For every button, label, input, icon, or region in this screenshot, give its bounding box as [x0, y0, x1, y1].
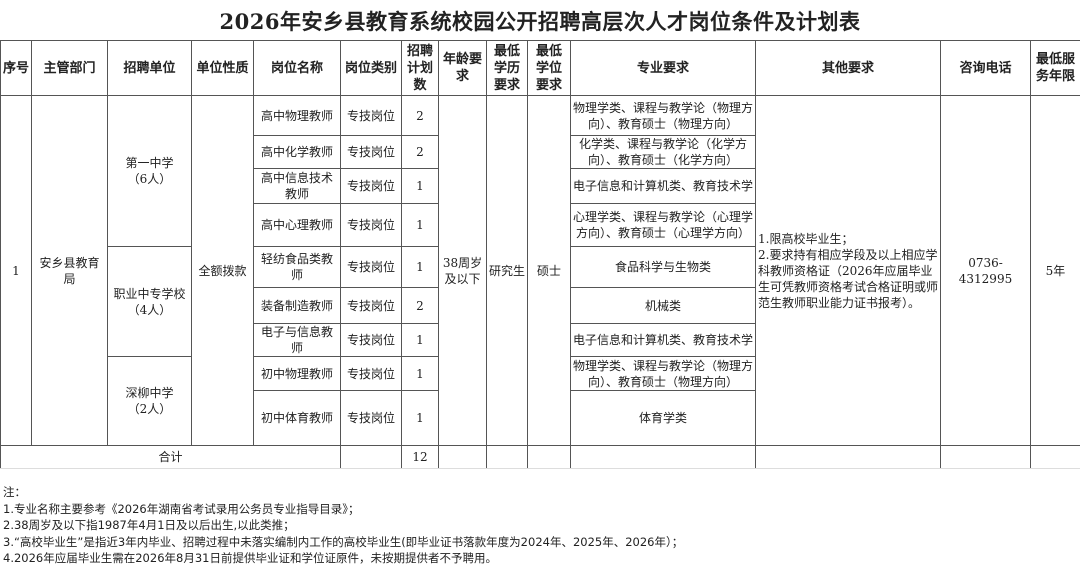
post-type-cell: 专技岗位 — [341, 288, 402, 324]
total-count: 12 — [402, 446, 439, 469]
major-cell: 化学类、课程与教学论（化学方向）、教育硕士（化学方向） — [571, 136, 756, 169]
age-cell: 38周岁及以下 — [439, 96, 487, 446]
column-header: 其他要求 — [756, 41, 941, 96]
unit-cell: 深柳中学 （2人） — [108, 357, 192, 446]
service-years-cell: 5年 — [1031, 96, 1080, 446]
column-header: 年龄要求 — [439, 41, 487, 96]
column-header: 咨询电话 — [941, 41, 1031, 96]
column-header: 主管部门 — [32, 41, 108, 96]
major-cell: 物理学类、课程与教学论（物理方向）、教育硕士（物理方向） — [571, 96, 756, 136]
column-header: 最低服务年限 — [1031, 41, 1080, 96]
cell — [439, 446, 487, 469]
major-cell: 电子信息和计算机类、教育技术学 — [571, 324, 756, 357]
post-type-cell: 专技岗位 — [341, 136, 402, 169]
post-name-cell: 高中信息技术教师 — [254, 169, 341, 204]
post-name-cell: 电子与信息教师 — [254, 324, 341, 357]
count-cell: 2 — [402, 136, 439, 169]
cell — [941, 446, 1031, 469]
count-cell: 1 — [402, 324, 439, 357]
recruitment-table: 序号主管部门招聘单位单位性质岗位名称岗位类别招聘计划数年龄要求最低学历要求最低学… — [0, 40, 1080, 469]
post-name-cell: 高中物理教师 — [254, 96, 341, 136]
major-cell: 电子信息和计算机类、教育技术学 — [571, 169, 756, 204]
post-name-cell: 装备制造教师 — [254, 288, 341, 324]
unit-cell: 职业中专学校 （4人） — [108, 247, 192, 357]
other-requirements-cell: 1.限高校毕业生； 2.要求持有相应学段及以上相应学科教师资格证（2026年应届… — [756, 96, 941, 446]
post-type-cell: 专技岗位 — [341, 247, 402, 288]
cell — [756, 446, 941, 469]
header-row: 序号主管部门招聘单位单位性质岗位名称岗位类别招聘计划数年龄要求最低学历要求最低学… — [1, 41, 1080, 96]
education-cell: 研究生 — [487, 96, 528, 446]
note-line: 2.38周岁及以下指1987年4月1日及以后出生,以此类推； — [3, 517, 683, 534]
count-cell: 1 — [402, 391, 439, 446]
cell — [571, 446, 756, 469]
cell — [487, 446, 528, 469]
count-cell: 2 — [402, 96, 439, 136]
column-header: 单位性质 — [192, 41, 254, 96]
note-line: 注： — [3, 484, 683, 501]
unit-cell: 第一中学 （6人） — [108, 96, 192, 247]
dept-cell: 安乡县教育局 — [32, 96, 108, 446]
post-name-cell: 高中化学教师 — [254, 136, 341, 169]
note-line: 4.2026年应届毕业生需在2026年8月31日前提供毕业证和学位证原件，未按期… — [3, 550, 683, 567]
post-type-cell: 专技岗位 — [341, 324, 402, 357]
cell — [528, 446, 571, 469]
post-name-cell: 高中心理教师 — [254, 204, 341, 247]
page-title: 2026年安乡县教育系统校园公开招聘高层次人才岗位条件及计划表 — [0, 6, 1080, 36]
phone-cell: 0736-4312995 — [941, 96, 1031, 446]
total-label: 合计 — [1, 446, 341, 469]
post-type-cell: 专技岗位 — [341, 204, 402, 247]
post-type-cell: 专技岗位 — [341, 169, 402, 204]
seq-cell: 1 — [1, 96, 32, 446]
degree-cell: 硕士 — [528, 96, 571, 446]
count-cell: 1 — [402, 247, 439, 288]
count-cell: 2 — [402, 288, 439, 324]
column-header: 序号 — [1, 41, 32, 96]
column-header: 专业要求 — [571, 41, 756, 96]
major-cell: 物理学类、课程与教学论（物理方向）、教育硕士（物理方向） — [571, 357, 756, 391]
note-line: 3.“高校毕业生”是指近3年内毕业、招聘过程中未落实编制内工作的高校毕业生(即毕… — [3, 534, 683, 551]
count-cell: 1 — [402, 357, 439, 391]
cell — [1031, 446, 1080, 469]
total-row: 合计 12 — [1, 446, 1080, 469]
column-header: 最低学历要求 — [487, 41, 528, 96]
major-cell: 机械类 — [571, 288, 756, 324]
post-type-cell: 专技岗位 — [341, 357, 402, 391]
post-type-cell: 专技岗位 — [341, 96, 402, 136]
count-cell: 1 — [402, 169, 439, 204]
column-header: 岗位名称 — [254, 41, 341, 96]
column-header: 岗位类别 — [341, 41, 402, 96]
notes: 注：1.专业名称主要参考《2026年湖南省考试录用公务员专业指导目录》；2.38… — [3, 484, 683, 567]
post-name-cell: 初中体育教师 — [254, 391, 341, 446]
column-header: 招聘计划数 — [402, 41, 439, 96]
major-cell: 心理学类、课程与教学论（心理学方向）、教育硕士（心理学方向） — [571, 204, 756, 247]
post-type-cell: 专技岗位 — [341, 391, 402, 446]
note-line: 1.专业名称主要参考《2026年湖南省考试录用公务员专业指导目录》； — [3, 501, 683, 518]
count-cell: 1 — [402, 204, 439, 247]
post-name-cell: 初中物理教师 — [254, 357, 341, 391]
major-cell: 食品科学与生物类 — [571, 247, 756, 288]
post-name-cell: 轻纺食品类教师 — [254, 247, 341, 288]
column-header: 招聘单位 — [108, 41, 192, 96]
column-header: 最低学位要求 — [528, 41, 571, 96]
nature-cell: 全额拨款 — [192, 96, 254, 446]
major-cell: 体育学类 — [571, 391, 756, 446]
cell — [341, 446, 402, 469]
